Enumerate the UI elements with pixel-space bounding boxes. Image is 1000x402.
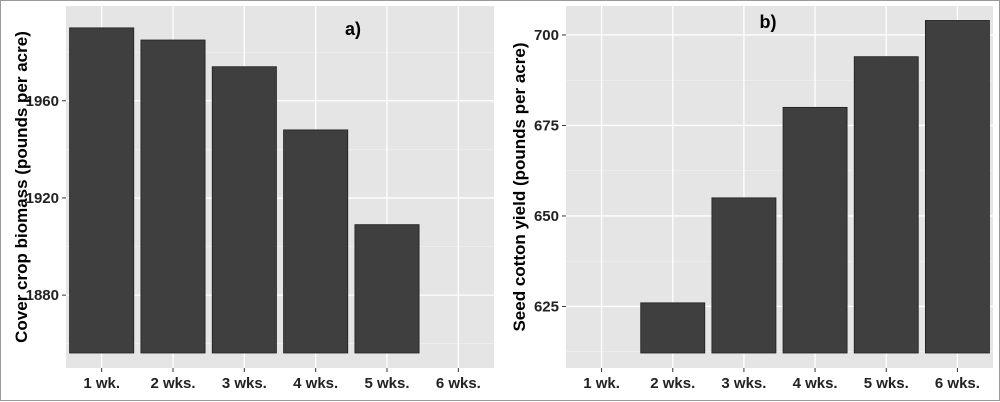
panel-a-y-tick-label: 1920 (26, 190, 59, 207)
panel-b-y-tick-label: 700 (534, 27, 559, 44)
panel-a-background (66, 6, 494, 368)
panel-a-bar-2[interactable] (140, 39, 206, 354)
panel-b-x-tick-label: 3 wks. (721, 375, 766, 392)
panel-a-x-tick-label: 6 wks. (436, 375, 481, 392)
panel-a-x-tick-label: 2 wks. (150, 375, 195, 392)
panel-b-y-axis-title: Seed cotton yield (pounds per acre) (510, 42, 529, 331)
panel-b-y-tick-label: 675 (534, 117, 559, 134)
panel-a-bar-1[interactable] (69, 27, 135, 354)
panel-a-bar-4[interactable] (283, 129, 349, 354)
panel-a-bar-5[interactable] (354, 224, 420, 354)
panel-a-y-tick-label: 1960 (26, 93, 59, 110)
panel-b-x-tick-label: 1 wk. (583, 375, 620, 392)
panel-a-bar-3[interactable] (211, 66, 277, 354)
panel-b-bar-4[interactable] (782, 106, 848, 354)
panel-a-y-tick-label: 1880 (26, 287, 59, 304)
panel-a-x-tick-label: 4 wks. (293, 375, 338, 392)
panel-b-x-tick-label: 6 wks. (935, 375, 980, 392)
panel-b-x-tick-label: 4 wks. (793, 375, 838, 392)
panel-a-x-tick-label: 1 wk. (83, 375, 120, 392)
panel-b-bar-6[interactable] (924, 20, 990, 354)
panel-a-y-axis-title: Cover crop biomass (pounds per acre) (12, 31, 31, 343)
panel-b-x-tick-label: 5 wks. (864, 375, 909, 392)
panel-b-bar-5[interactable] (853, 56, 919, 354)
panel-b-x-tick-label: 2 wks. (650, 375, 695, 392)
panel-b-bar-3[interactable] (711, 197, 777, 354)
panel-a-x-tick-label: 3 wks. (222, 375, 267, 392)
panel-b-y-tick-label: 650 (534, 208, 559, 225)
panel-b-background (566, 6, 993, 368)
panel-a-x-tick-label: 5 wks. (364, 375, 409, 392)
panel-b-label: b) (760, 12, 777, 32)
panel-a-label: a) (345, 19, 361, 39)
panel-b-bar-2[interactable] (640, 302, 706, 354)
panel-b-y-tick-label: 625 (534, 298, 559, 315)
